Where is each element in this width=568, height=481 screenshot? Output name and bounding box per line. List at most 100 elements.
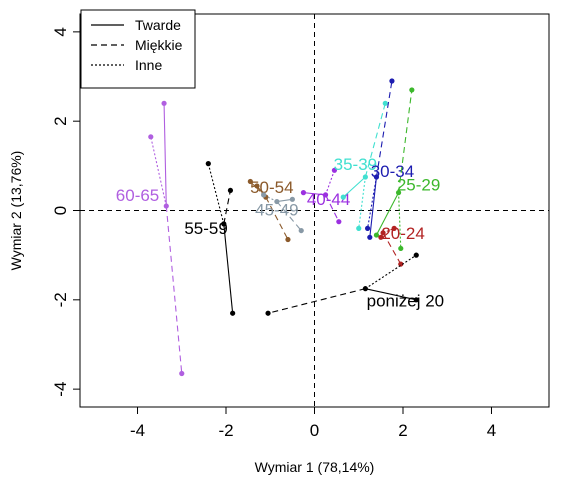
data-point (367, 234, 373, 240)
data-point (340, 194, 346, 200)
group-35-39: 35-39 (334, 100, 388, 231)
data-point (373, 232, 380, 238)
legend: Twarde Miękkie Inne (80, 9, 196, 89)
data-point (254, 183, 260, 189)
data-point (364, 225, 371, 231)
group-50-54: 50-54 (247, 178, 294, 243)
group-spoke (398, 192, 402, 249)
x-tick-label: 4 (487, 421, 496, 440)
group-spoke (369, 176, 377, 238)
group-spoke (325, 194, 340, 222)
y-tick-label: -2 (51, 292, 70, 307)
group-60-65: 60-65 (116, 100, 185, 377)
x-tick-label: 0 (310, 421, 319, 440)
data-point (398, 245, 404, 252)
group-label: 40-44 (307, 190, 350, 209)
data-point (398, 261, 404, 267)
data-point (230, 310, 236, 316)
data-point (382, 100, 388, 106)
legend-box (80, 9, 196, 89)
group-spoke (303, 192, 326, 196)
data-point (148, 134, 154, 140)
group-30-34: 30-34 (364, 78, 414, 240)
x-axis-title: Wymiar 1 (78,14%) (255, 459, 375, 475)
data-point (247, 178, 253, 185)
group-center-point (274, 198, 280, 205)
group-spoke (367, 176, 377, 229)
group-center-point (395, 190, 402, 196)
group-center-point (362, 174, 368, 180)
group-label: 60-65 (116, 186, 159, 205)
legend-entry-label: Twarde (135, 17, 181, 33)
group-spoke (375, 192, 400, 236)
data-point (409, 87, 415, 93)
x-tick-label: 2 (398, 421, 407, 440)
group-center-point (221, 221, 227, 227)
data-point (378, 234, 384, 240)
data-point (300, 190, 307, 196)
group-spoke (382, 232, 402, 265)
data-point (161, 100, 167, 106)
group-45-49: 45-49 (255, 192, 304, 234)
data-point (336, 219, 342, 225)
group-center-point (163, 203, 169, 209)
group-center-point (362, 286, 368, 292)
group-spoke (364, 103, 386, 178)
y-tick-label: 2 (51, 116, 70, 125)
group-spoke (398, 89, 413, 193)
group-spoke (207, 163, 225, 225)
group-label: 25-29 (397, 176, 440, 195)
data-point (298, 227, 304, 234)
plot-area: 60-65 55-59 50-54 45-49 40-44 35-3930-3425-29… (80, 14, 549, 407)
group-55-59: 55-59 (184, 161, 236, 316)
data-point (179, 370, 185, 377)
group-spoke (163, 103, 167, 207)
data-point (265, 310, 271, 316)
group-20-24: 20-24 (378, 224, 425, 267)
group-spoke (365, 254, 417, 290)
data-point (261, 192, 267, 198)
y-tick-label: 4 (51, 27, 70, 36)
y-axis-title: Wymiar 2 (13,76%) (8, 151, 24, 271)
legend-entry-label: Inne (135, 57, 162, 73)
group-spoke (358, 176, 366, 229)
data-point (227, 187, 234, 194)
group-label: 55-59 (184, 219, 227, 238)
group-center-point (373, 174, 380, 180)
data-point (356, 225, 362, 231)
group-center-point (380, 230, 386, 236)
group-spoke (375, 80, 393, 178)
group-spoke (325, 170, 335, 196)
group-spoke (276, 198, 293, 203)
data-point (331, 167, 338, 173)
group-spoke (342, 176, 366, 198)
group-spoke (223, 223, 234, 314)
group-spoke (365, 288, 417, 301)
group-poniżej-20: poniżej 20 (265, 252, 445, 316)
data-point (389, 78, 395, 84)
group-label: 30-34 (371, 162, 414, 181)
group-40-44: 40-44 (300, 167, 350, 225)
group-spoke (223, 190, 231, 225)
data-point (205, 161, 211, 167)
data-point (413, 297, 419, 303)
data-point (285, 236, 291, 243)
x-tick-label: -2 (218, 421, 233, 440)
group-25-29: 25-29 (373, 87, 440, 252)
y-tick-label: -4 (51, 382, 70, 397)
group-spoke (265, 196, 289, 240)
data-point (289, 196, 295, 202)
y-tick-label: 0 (51, 206, 70, 215)
group-label: 45-49 (255, 201, 298, 220)
group-spoke (267, 288, 366, 314)
group-spoke (276, 201, 302, 231)
group-label: 20-24 (381, 224, 424, 243)
axes: -4 -2 0 2 4 -4 -2 0 2 4 (51, 13, 550, 440)
group-label: 35-39 (334, 155, 377, 174)
data-point (413, 252, 419, 258)
group-center-point (322, 192, 329, 198)
x-tick-label: -4 (130, 421, 145, 440)
legend-entry-label: Miękkie (135, 37, 183, 53)
group-label: poniżej 20 (367, 292, 445, 311)
